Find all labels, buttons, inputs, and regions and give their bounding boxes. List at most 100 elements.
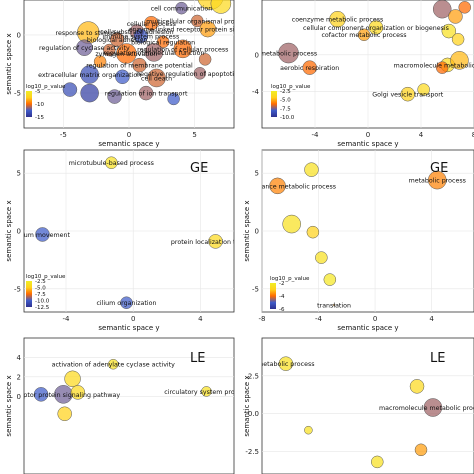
y-tick-label: 0 xyxy=(17,393,21,401)
data-point xyxy=(173,39,193,59)
data-point xyxy=(156,35,170,49)
point-label: cellular component organization or bioge… xyxy=(303,25,449,32)
y-tick-label: 2.5 xyxy=(248,372,259,380)
data-point xyxy=(450,51,469,70)
chart-panel-3: -4 0 4 5 0 -5 semantic space y semantic space x… xyxy=(5,149,260,332)
point-label: organic substance metabolic process xyxy=(219,183,336,190)
data-point xyxy=(132,57,147,73)
data-point xyxy=(175,1,188,15)
point-label: cell communication xyxy=(151,6,213,13)
y-tick-label: 0.0 xyxy=(248,410,259,418)
legend-value: -2.5 xyxy=(35,279,46,285)
data-point xyxy=(432,0,452,19)
legend-value: -5.0 xyxy=(35,286,46,292)
y-tick-label: -5 xyxy=(252,285,259,293)
legend-value: -6 xyxy=(279,307,285,313)
data-point xyxy=(76,39,93,56)
data-point xyxy=(115,69,130,85)
point-label: enzyme linked receptor protein signaling… xyxy=(129,27,287,34)
data-point xyxy=(448,9,463,24)
y-tick-label: -4 xyxy=(252,88,260,96)
y-tick-label: 0 xyxy=(255,51,259,59)
chart-panel-2: -4 0 4 8 0 -4 semantic space y coenzyme metabol… xyxy=(252,0,474,148)
x-axis-title: semantic space y xyxy=(337,324,398,332)
data-point xyxy=(458,1,471,14)
legend-value: -15 xyxy=(35,115,44,121)
x-tick-label: 0 xyxy=(373,315,377,323)
x-tick-label: 4 xyxy=(419,131,424,139)
point-label: cellular process xyxy=(127,21,176,28)
point-label: circulatory system process xyxy=(164,389,248,396)
legend-title: log10_p_value xyxy=(26,274,66,280)
point-label: activation of adenylate cyclase activity xyxy=(52,362,176,369)
point-label: enzyme linked receptor protein signaling… xyxy=(0,392,120,399)
y-axis-title: semantic space x xyxy=(243,375,251,436)
data-point xyxy=(332,303,336,307)
data-point xyxy=(57,406,72,422)
data-point xyxy=(210,0,232,14)
data-point xyxy=(93,55,107,68)
x-tick-label: 4 xyxy=(429,315,434,323)
point-label: cofactor metabolic process xyxy=(321,32,406,39)
y-axis-title: semantic space x xyxy=(5,375,13,436)
panel-label: GE xyxy=(190,161,208,176)
data-point xyxy=(323,273,337,286)
data-point xyxy=(208,234,223,249)
data-point xyxy=(147,68,166,88)
data-point xyxy=(329,10,346,28)
legend-value: -10 xyxy=(35,102,44,108)
data-point xyxy=(199,20,216,38)
point-label: regulation of ion transport xyxy=(105,91,188,98)
point-label: extracellular matrix organization xyxy=(38,72,141,79)
data-point xyxy=(414,443,428,457)
data-point xyxy=(80,65,99,84)
y-tick-label: 0 xyxy=(255,228,259,236)
point-label: metabolic process xyxy=(257,361,314,368)
data-point xyxy=(304,162,319,177)
legend-colorbar xyxy=(270,283,276,309)
points-layer: microtubule-based process cilium movement… xyxy=(24,156,260,309)
data-point xyxy=(282,214,301,234)
point-label: multicellular organismal process xyxy=(146,18,248,25)
x-tick-label: -4 xyxy=(315,315,323,323)
data-point xyxy=(144,16,159,31)
data-point xyxy=(33,387,49,402)
x-tick-label: -4 xyxy=(312,131,320,139)
data-point xyxy=(400,86,415,102)
y-axis-title: semantic space x xyxy=(243,200,251,261)
point-label: cell-substrate adhesion xyxy=(100,29,174,36)
x-axis-title: semantic space y xyxy=(337,140,398,148)
point-label: biological regulation xyxy=(131,39,195,46)
y-tick-label: 5 xyxy=(255,170,259,178)
data-point xyxy=(133,28,149,44)
legend-value: -12.5 xyxy=(35,305,50,311)
data-point xyxy=(107,89,122,104)
x-axis-title: semantic space y xyxy=(98,140,159,148)
data-point xyxy=(435,61,449,74)
y-tick-label: 4 xyxy=(17,354,22,362)
point-label: metabolic process xyxy=(260,51,317,58)
point-label: aerobic respiration xyxy=(280,65,339,72)
point-label: cell death xyxy=(141,75,172,82)
point-label: macromolecule metabolic process xyxy=(394,62,474,69)
legend-value: -7.5 xyxy=(280,106,291,112)
panel-label: LE xyxy=(190,351,205,366)
data-point xyxy=(198,53,212,66)
x-axis-title: semantic space y xyxy=(98,324,159,332)
point-label: protein localization to cilium xyxy=(171,239,260,246)
point-label: regulation of cyclase activity xyxy=(39,45,130,52)
points-layer: metabolic process organic substance metab… xyxy=(219,162,466,310)
point-label: negative regulation of apoptotic process xyxy=(136,71,264,78)
point-label: regulation of molecular function xyxy=(103,50,204,57)
data-point xyxy=(417,83,430,96)
legend-value: -5 xyxy=(35,89,41,95)
data-point xyxy=(80,83,99,103)
point-label: cilium organization xyxy=(96,300,156,307)
y-tick-label: -5 xyxy=(14,285,21,293)
x-tick-label: 5 xyxy=(192,131,196,139)
y-axis-title: semantic space x xyxy=(5,200,13,261)
data-point xyxy=(103,43,116,57)
data-point xyxy=(302,60,317,75)
